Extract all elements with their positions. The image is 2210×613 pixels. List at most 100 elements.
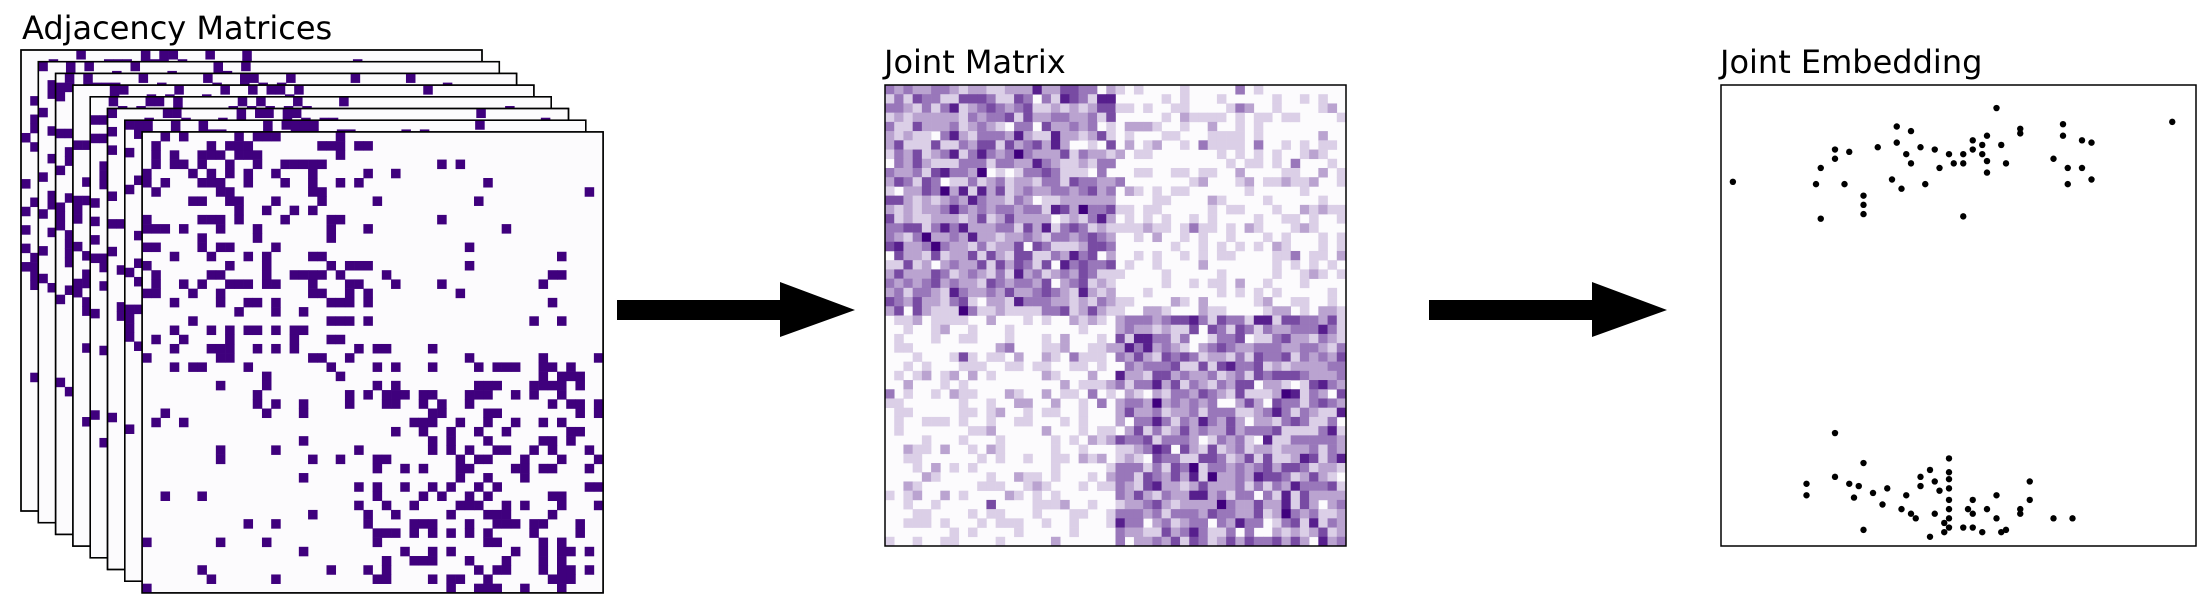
joint-matrix-cell bbox=[1309, 324, 1319, 335]
joint-matrix-cell bbox=[1226, 343, 1236, 353]
joint-matrix-cell bbox=[1161, 333, 1172, 344]
joint-matrix-cell bbox=[1143, 426, 1153, 436]
joint-matrix-cell bbox=[1106, 426, 1116, 436]
joint-matrix-cell bbox=[1336, 426, 1347, 436]
adjacency-cell bbox=[510, 519, 521, 529]
adjacency-matrix bbox=[141, 131, 604, 594]
joint-matrix-cell bbox=[1106, 287, 1116, 298]
joint-matrix-cell bbox=[1309, 177, 1319, 187]
joint-matrix-cell bbox=[1235, 426, 1245, 436]
joint-matrix-cell bbox=[1235, 167, 1245, 178]
joint-matrix-cell bbox=[1041, 158, 1052, 169]
joint-matrix-cell bbox=[1041, 186, 1052, 196]
joint-matrix-cell bbox=[977, 177, 987, 187]
joint-matrix-cell bbox=[1299, 140, 1310, 150]
joint-matrix-cell bbox=[1198, 426, 1208, 436]
adjacency-cell bbox=[363, 316, 373, 326]
joint-matrix-cell bbox=[1170, 380, 1181, 390]
joint-matrix-cell bbox=[1198, 380, 1208, 390]
joint-matrix-cell bbox=[921, 260, 932, 270]
joint-matrix-cell bbox=[1244, 407, 1255, 418]
joint-matrix-cell bbox=[1263, 195, 1273, 206]
joint-matrix-cell bbox=[931, 250, 941, 261]
joint-matrix-cell bbox=[1115, 297, 1126, 307]
adjacency-cell bbox=[409, 500, 419, 511]
joint-matrix-cell bbox=[1244, 343, 1255, 353]
adjacency-cell bbox=[391, 509, 401, 520]
joint-matrix-cell bbox=[1004, 297, 1015, 307]
joint-matrix-cell bbox=[1198, 352, 1208, 362]
adjacency-cell bbox=[197, 279, 207, 289]
joint-matrix-cell bbox=[1069, 103, 1079, 113]
joint-matrix-cell bbox=[1023, 158, 1033, 169]
adjacency-cell bbox=[289, 159, 300, 170]
joint-matrix-cell bbox=[1272, 352, 1282, 362]
joint-matrix-cell bbox=[1290, 260, 1301, 270]
joint-matrix-cell bbox=[995, 297, 1006, 307]
adjacency-cell bbox=[38, 61, 48, 72]
adjacency-cell bbox=[409, 519, 419, 529]
adjacency-cell bbox=[252, 297, 263, 308]
joint-matrix-cell bbox=[1152, 324, 1162, 335]
joint-matrix-cell bbox=[1115, 444, 1126, 455]
adjacency-cell bbox=[72, 278, 83, 289]
adjacency-cell bbox=[575, 371, 585, 382]
adjacency-cell bbox=[109, 85, 120, 95]
joint-matrix-cell bbox=[940, 121, 950, 132]
adjacency-cell bbox=[474, 583, 484, 594]
joint-matrix-cell bbox=[940, 204, 950, 215]
joint-matrix-cell bbox=[1336, 269, 1347, 279]
joint-matrix-cell bbox=[1327, 324, 1338, 335]
joint-matrix-cell bbox=[1004, 287, 1015, 298]
adjacency-cell bbox=[47, 89, 58, 99]
adjacency-cell bbox=[151, 288, 161, 299]
joint-matrix-cell bbox=[1226, 103, 1236, 113]
adjacency-cell bbox=[252, 325, 263, 336]
joint-matrix-cell bbox=[1097, 241, 1107, 252]
joint-matrix-cell bbox=[958, 85, 969, 95]
joint-matrix-cell bbox=[1309, 444, 1319, 455]
joint-matrix-cell bbox=[995, 260, 1006, 270]
adjacency-cell bbox=[557, 565, 567, 575]
joint-matrix-cell bbox=[1272, 315, 1282, 326]
joint-matrix-cell bbox=[885, 204, 895, 215]
joint-matrix-cell bbox=[1244, 398, 1255, 408]
joint-matrix-cell bbox=[931, 204, 941, 215]
joint-matrix-cell bbox=[1253, 389, 1264, 399]
adjacency-cell bbox=[344, 353, 355, 363]
joint-matrix-cell bbox=[1041, 361, 1052, 372]
adjacency-cell bbox=[363, 288, 373, 299]
joint-matrix-cell bbox=[986, 352, 996, 362]
adjacency-cell bbox=[464, 528, 475, 538]
adjacency-cell bbox=[363, 565, 373, 575]
joint-matrix-cell bbox=[1336, 241, 1347, 252]
adjacency-cell bbox=[529, 519, 539, 529]
joint-matrix-cell bbox=[1004, 343, 1015, 353]
joint-matrix-cell bbox=[1180, 223, 1190, 233]
joint-matrix-cell bbox=[921, 195, 932, 206]
joint-matrix-cell bbox=[1161, 370, 1172, 381]
joint-matrix-cell bbox=[1180, 389, 1190, 399]
joint-matrix-cell bbox=[1207, 426, 1218, 436]
adjacency-cell bbox=[21, 132, 31, 143]
joint-matrix-cell bbox=[1143, 416, 1153, 427]
joint-matrix-cell bbox=[1087, 389, 1098, 399]
joint-matrix-cell bbox=[1244, 324, 1255, 335]
adjacency-cell bbox=[427, 546, 438, 557]
joint-matrix-cell bbox=[958, 407, 969, 418]
joint-matrix-cell bbox=[1087, 149, 1098, 160]
joint-matrix-cell bbox=[1152, 306, 1162, 316]
joint-matrix-cell bbox=[1263, 380, 1273, 390]
joint-matrix-cell bbox=[903, 149, 913, 160]
joint-matrix-cell bbox=[1133, 121, 1144, 132]
joint-matrix-cell bbox=[1023, 407, 1033, 418]
adjacency-cell bbox=[275, 85, 286, 95]
adjacency-cell bbox=[317, 159, 327, 170]
adjacency-cell bbox=[547, 463, 558, 474]
adjacency-cell bbox=[197, 159, 207, 170]
joint-matrix-cell bbox=[995, 167, 1006, 178]
joint-matrix-cell bbox=[1078, 250, 1089, 261]
joint-matrix-cell bbox=[1097, 426, 1107, 436]
joint-matrix-cell bbox=[1023, 287, 1033, 298]
joint-matrix-cell bbox=[885, 140, 895, 150]
